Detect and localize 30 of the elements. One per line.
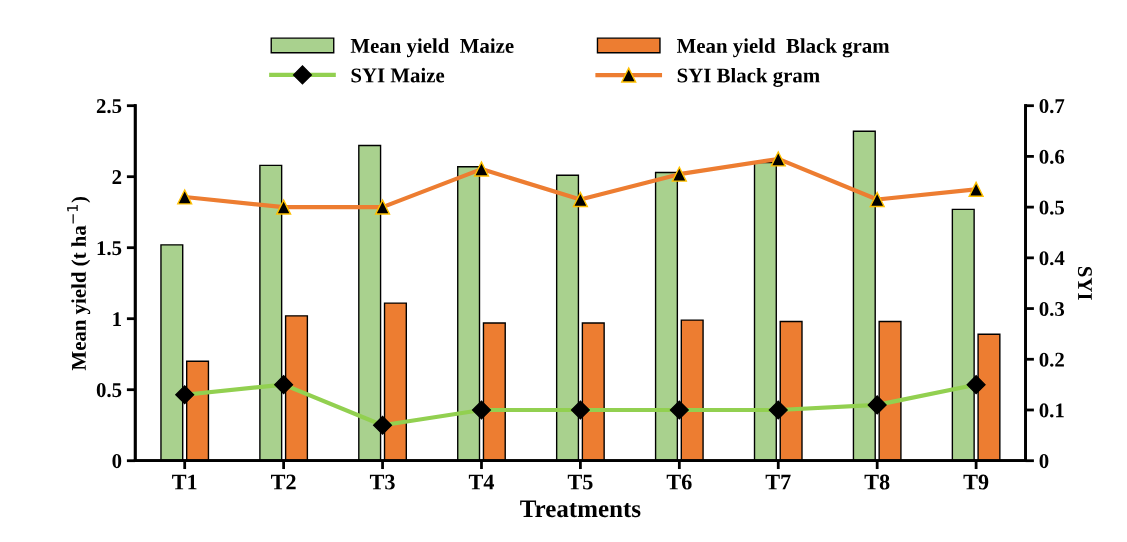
y2-tick-label: 0.2 <box>1039 352 1064 367</box>
y-tick-label: 2.5 <box>96 99 122 114</box>
y2-tick-label: 0.4 <box>1039 251 1065 266</box>
legend-label: Mean yield Black gram <box>676 38 890 58</box>
x-tick-label: T5 <box>567 474 593 490</box>
x-axis-title: Treatments <box>520 500 641 518</box>
x-tick-label: T3 <box>369 474 395 490</box>
y2-tick-label: 0 <box>1039 454 1049 469</box>
y-tick-label: 0.5 <box>96 383 122 398</box>
y2-tick-label: 0.3 <box>1039 301 1065 317</box>
x-tick-label: T1 <box>172 474 197 490</box>
legend-label: SYI Black gram <box>677 67 820 87</box>
y2-axis-title: SYI <box>1077 266 1092 300</box>
y-tick-label: 1.5 <box>97 241 122 256</box>
legend-label: SYI Maize <box>351 67 445 83</box>
y2-tick-label: 0.7 <box>1039 99 1065 114</box>
x-tick-label: T9 <box>963 474 989 490</box>
y-axis-title: Mean yield (t ha$^{−1}$) <box>67 196 91 371</box>
x-tick-label: T7 <box>765 474 791 490</box>
y-tick-label: 0 <box>112 454 122 469</box>
x-tick-label: T8 <box>864 474 890 490</box>
x-tick-label: T2 <box>271 474 296 490</box>
legend-label: Mean yield Maize <box>350 38 514 58</box>
y2-tick-label: 0.6 <box>1039 149 1065 164</box>
x-tick-label: T6 <box>666 474 692 490</box>
y-tick-label: 1 <box>113 312 121 326</box>
y2-tick-label: 0.5 <box>1039 200 1065 215</box>
y-tick-label: 2 <box>112 170 122 184</box>
y2-tick-label: 0.1 <box>1039 403 1064 418</box>
x-tick-label: T4 <box>468 474 495 490</box>
